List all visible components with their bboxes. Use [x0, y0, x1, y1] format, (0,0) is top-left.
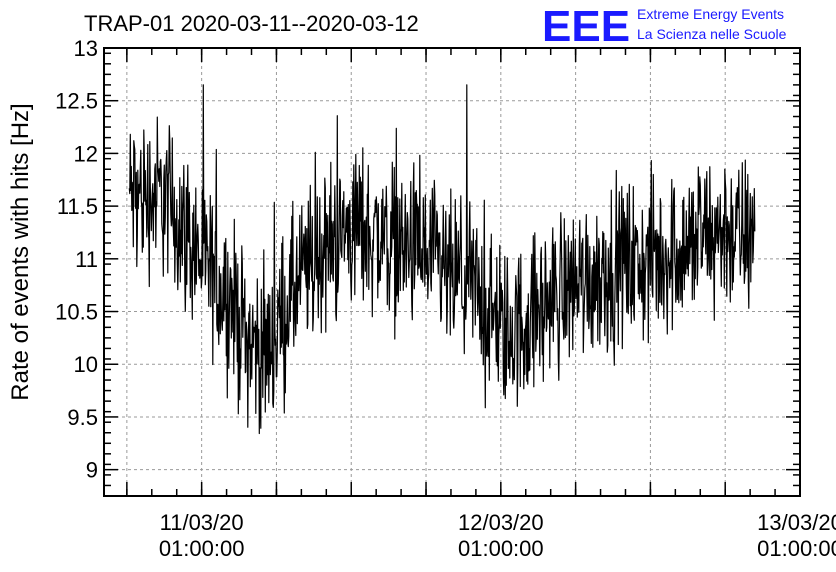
chart-title: TRAP-01 2020-03-11--2020-03-12: [84, 11, 419, 36]
y-tick-label: 12: [74, 141, 98, 166]
x-tick-label-date: 11/03/20: [160, 510, 244, 535]
y-tick-label: 13: [74, 36, 98, 61]
y-tick-label: 11: [75, 247, 98, 272]
y-tick-label: 9: [86, 458, 98, 483]
y-tick-label: 9.5: [67, 405, 98, 430]
logo-line-1: Extreme Energy Events: [637, 6, 784, 22]
plot-frame: [103, 47, 801, 497]
axis-ticks: [104, 47, 801, 497]
logo-line-2: La Scienza nelle Scuole: [637, 26, 787, 42]
x-tick-label-time: 01:00:00: [159, 536, 245, 561]
series-line: [128, 84, 756, 435]
x-tick-label-time: 01:00:00: [458, 536, 544, 561]
y-tick-label: 11.5: [57, 194, 98, 219]
x-tick-label-date: 13/03/20: [757, 510, 836, 535]
y-tick-label: 12.5: [55, 89, 98, 114]
y-tick-label: 10.5: [55, 300, 98, 325]
y-axis-label: Rate of events with hits [Hz]: [7, 103, 34, 400]
y-tick-label: 10: [74, 352, 98, 377]
x-tick-label-time: 01:00:00: [757, 536, 836, 561]
logo-letters: EEE: [542, 2, 630, 51]
eee-logo: EEE Extreme Energy Events La Scienza nel…: [542, 2, 787, 51]
x-tick-label-date: 12/03/20: [458, 510, 544, 535]
tick-labels: 99.51010.51111.51212.51311/03/2001:00:00…: [55, 36, 836, 561]
